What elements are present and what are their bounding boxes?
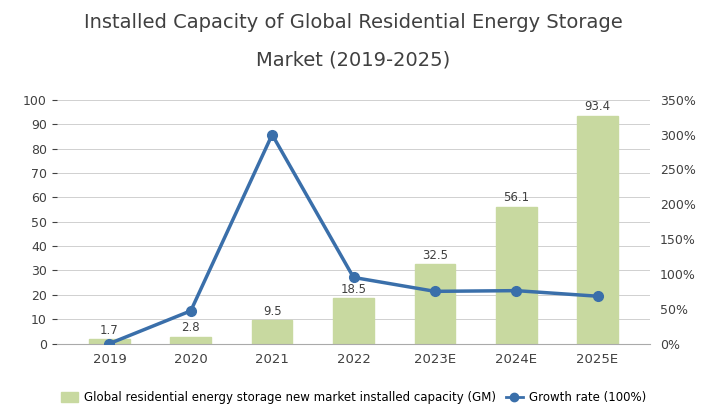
Growth rate (100%) (349, 275, 358, 280)
Text: 2.8: 2.8 (182, 321, 200, 334)
Bar (496, 207, 537, 344)
Text: 93.4: 93.4 (585, 101, 611, 114)
Growth rate (100%) (431, 289, 439, 294)
Text: Market (2019-2025): Market (2019-2025) (257, 50, 450, 69)
Growth rate (100%) (187, 308, 195, 313)
Bar (333, 298, 374, 344)
Bar (89, 339, 130, 344)
Text: 56.1: 56.1 (503, 191, 530, 204)
Legend: Global residential energy storage new market installed capacity (GM), Growth rat: Global residential energy storage new ma… (56, 386, 651, 409)
Line: Growth rate (100%): Growth rate (100%) (105, 130, 602, 349)
Bar (170, 337, 211, 344)
Bar (414, 264, 455, 344)
Text: 1.7: 1.7 (100, 324, 119, 337)
Growth rate (100%) (268, 132, 276, 137)
Text: 32.5: 32.5 (422, 249, 448, 262)
Growth rate (100%) (593, 294, 602, 299)
Growth rate (100%) (105, 341, 114, 346)
Text: Installed Capacity of Global Residential Energy Storage: Installed Capacity of Global Residential… (84, 13, 623, 31)
Bar (577, 116, 618, 344)
Bar (252, 321, 293, 344)
Growth rate (100%) (512, 288, 520, 293)
Text: 18.5: 18.5 (341, 283, 366, 296)
Text: 9.5: 9.5 (263, 305, 281, 318)
